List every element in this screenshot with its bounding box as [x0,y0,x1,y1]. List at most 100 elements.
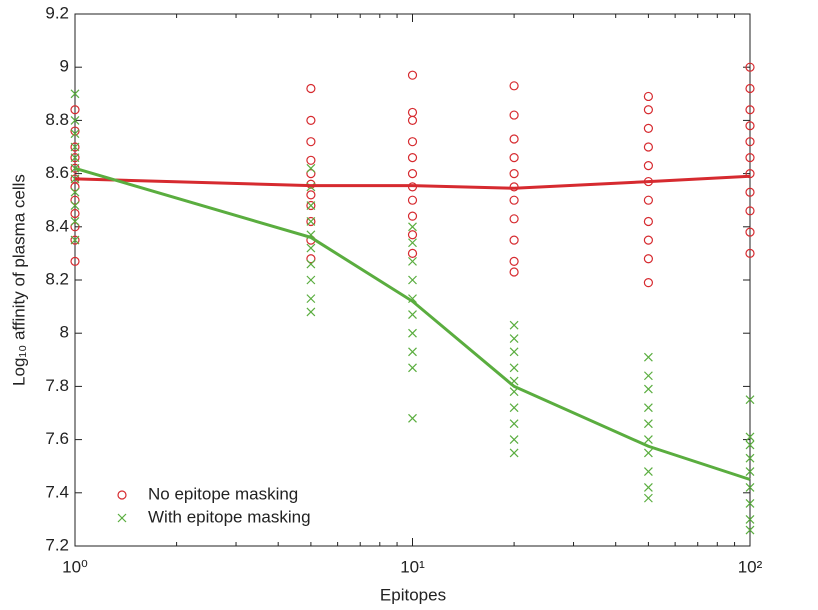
x-axis-label: Epitopes [380,585,446,604]
x-stroke [745,499,755,508]
x-marker [117,513,127,523]
x-marker [745,432,755,442]
x-marker [745,483,755,492]
circle-marker [509,134,519,144]
x-stroke [70,217,80,226]
y-tick-label: 7.2 [45,535,69,554]
legend-label: With epitope masking [148,507,311,526]
x-marker [643,435,653,445]
x-stroke [70,187,80,197]
y-tick-label: 8.2 [45,269,69,288]
x-marker [70,187,80,197]
x-marker [745,514,755,524]
x-stroke [745,395,755,405]
x-marker [306,243,316,253]
circle-marker [745,248,755,258]
x-marker [70,201,80,210]
x-tick-label: 10¹ [400,557,425,576]
x-stroke [408,328,417,338]
y-tick-label: 7.4 [45,482,69,501]
circle-marker [745,121,755,131]
circle-marker [745,105,755,115]
mean-line [74,174,751,190]
x-marker [745,467,755,476]
circle-marker [643,161,654,171]
circle-marker [70,153,80,163]
x-stroke [306,201,316,210]
circle-marker [643,278,654,288]
mean-line [74,166,751,481]
x-stroke [643,384,653,394]
x-stroke [306,243,316,253]
circle-marker [643,123,654,133]
circle-marker [70,208,80,219]
x-marker [509,448,519,458]
x-marker [643,371,653,381]
x-stroke [70,115,80,125]
x-stroke [643,352,653,362]
x-stroke [509,347,519,357]
circle-marker [407,211,418,221]
x-marker [745,440,755,450]
x-marker [408,238,417,248]
circle-marker [509,169,519,179]
circle-marker [407,70,418,80]
x-tick-label: 10⁰ [62,557,88,576]
y-tick-label: 8.8 [45,110,69,129]
circle-marker [745,137,755,147]
circle-marker [509,235,519,245]
x-marker [643,419,653,429]
x-marker [643,483,653,492]
x-stroke [70,235,80,245]
x-stroke [70,89,80,99]
x-marker [70,115,80,125]
circle-marker [745,62,755,72]
circle-marker [643,235,654,245]
x-tick-label: 10² [738,557,763,576]
x-stroke [70,129,80,139]
x-stroke [408,363,417,373]
circle-marker [70,126,80,136]
circle-marker [70,222,80,232]
circle-marker [509,110,519,120]
y-axis-label: Log₁₀ affinity of plasma cells [9,174,28,386]
x-marker [643,493,653,503]
x-marker [745,395,755,405]
circle-marker [407,230,418,240]
x-stroke [509,448,519,458]
x-marker [70,235,80,245]
circle-marker [70,142,80,152]
x-marker [408,310,417,320]
circle-marker [745,227,755,237]
x-marker [745,499,755,508]
circle-marker [509,153,519,163]
x-marker [643,352,653,362]
y-tick-label: 8.6 [45,163,69,182]
circle-marker [643,105,654,115]
y-tick-label: 7.8 [45,376,69,395]
circle-marker [306,216,316,227]
x-marker [408,256,417,266]
x-stroke [70,153,80,163]
x-stroke [408,222,417,232]
x-stroke [509,403,519,413]
x-stroke [509,363,519,373]
circle-marker [306,200,316,211]
x-marker [70,89,80,99]
x-stroke [643,483,653,492]
x-marker [745,525,755,535]
x-marker [509,334,519,343]
circle-marker [70,235,80,245]
circle-marker [407,248,418,258]
circle-marker [643,216,654,227]
x-marker [509,419,519,429]
circle-marker [306,254,316,264]
x-marker [70,153,80,163]
circle-marker [407,137,418,147]
x-marker [70,217,80,226]
circle-marker [745,153,755,163]
circle-marker [306,137,316,147]
x-stroke [745,467,755,476]
x-stroke [408,256,417,266]
x-marker [643,448,653,458]
